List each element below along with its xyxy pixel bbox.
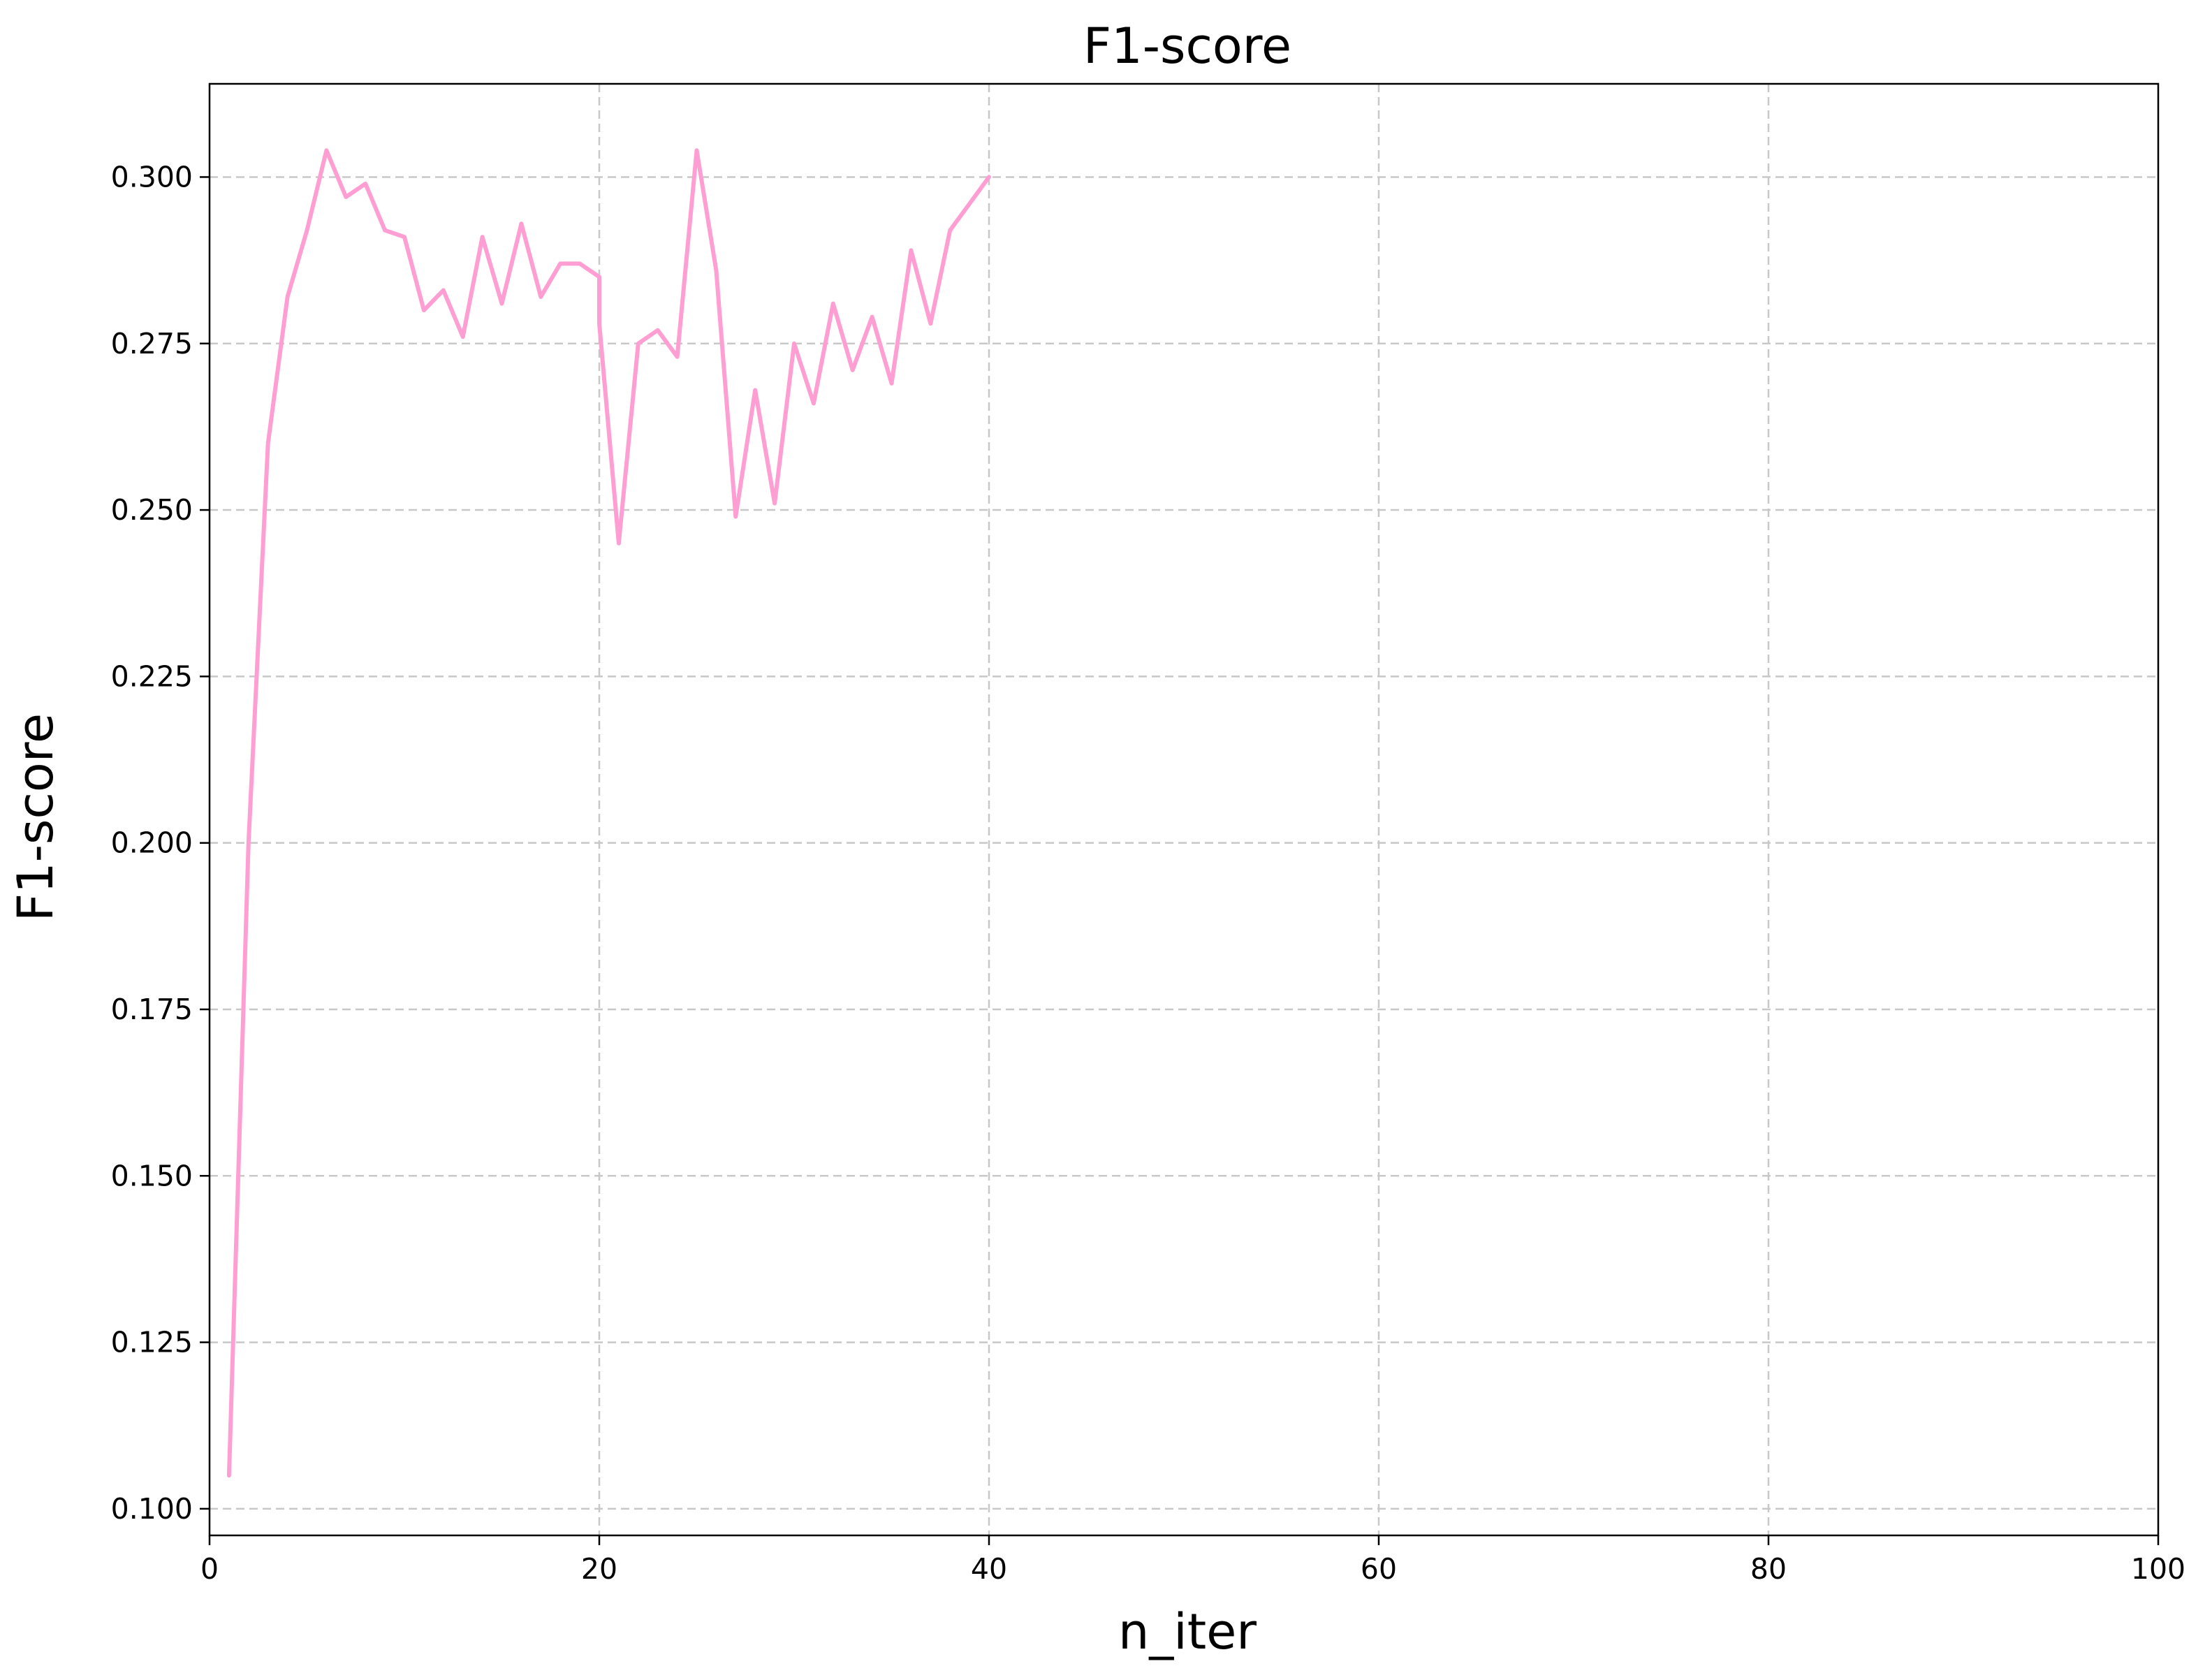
plot-frame [208, 82, 2160, 1537]
y-tick-label: 0.250 [111, 493, 193, 527]
x-tick-label: 80 [1750, 1552, 1787, 1586]
y-axis: 0.100 0.125 0.150 0.175 0.200 0.225 0.250 0.275… [111, 160, 210, 1526]
y-tick-label: 0.150 [111, 1159, 193, 1192]
chart-title: F1-score [1083, 17, 1291, 75]
x-axis-label: n_iter [1118, 1603, 1257, 1660]
y-tick-label: 0.125 [111, 1326, 193, 1359]
x-tick-label: 0 [200, 1552, 219, 1586]
grid [210, 84, 2158, 1535]
y-tick-label: 0.300 [111, 160, 193, 193]
x-tick-label: 60 [1361, 1552, 1397, 1586]
y-tick-label: 0.200 [111, 826, 193, 860]
y-tick-label: 0.175 [111, 993, 193, 1026]
x-tick-label: 40 [971, 1552, 1007, 1586]
y-tick-label: 0.225 [111, 659, 193, 693]
x-tick-label: 100 [2131, 1552, 2185, 1586]
y-tick-label: 0.275 [111, 327, 193, 360]
y-tick-label: 0.100 [111, 1492, 193, 1526]
x-axis: 0 20 40 60 80 100 [200, 1535, 2185, 1586]
x-tick-label: 20 [581, 1552, 617, 1586]
series-layer [226, 148, 991, 1478]
y-axis-label: F1-score [7, 713, 64, 921]
series-line [226, 148, 991, 1478]
